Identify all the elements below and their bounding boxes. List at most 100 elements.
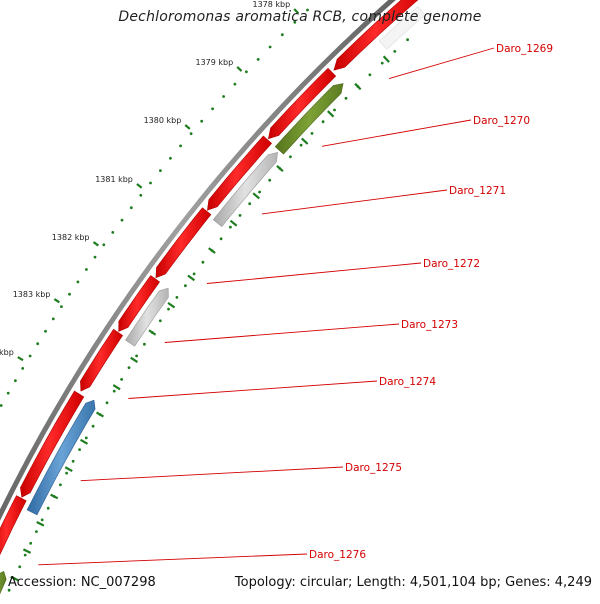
gene-label-daro-1269[interactable]: Daro_1269 <box>496 43 553 55</box>
gc-dot <box>29 541 33 545</box>
reverse-cds-arrow[interactable] <box>26 399 96 516</box>
gc-dot <box>149 181 152 185</box>
forward-cds-arrow[interactable] <box>20 390 85 498</box>
gc-dash <box>327 110 335 118</box>
gene-leader-line <box>261 189 448 215</box>
gc-dot <box>192 272 196 276</box>
forward-cds-arrow[interactable] <box>207 135 273 211</box>
gc-dash <box>112 384 121 391</box>
gc-dot <box>18 565 22 569</box>
kbp-tick-label: 1378 kbp <box>252 0 290 9</box>
kbp-tick <box>92 241 100 247</box>
gc-dot <box>179 144 183 148</box>
reverse-cds-track <box>0 6 426 600</box>
gc-dash <box>64 466 73 473</box>
forward-cds-arrow[interactable] <box>155 207 212 279</box>
forward-cds-arrow[interactable] <box>80 328 124 392</box>
forward-cds-track <box>0 0 426 560</box>
gene-label-daro-1272[interactable]: Daro_1272 <box>423 258 480 270</box>
gene-label-daro-1270[interactable]: Daro_1270 <box>473 115 530 127</box>
gc-skew-track <box>0 8 409 604</box>
gc-dot <box>111 231 115 234</box>
gc-dot <box>68 292 71 296</box>
gc-dot <box>293 20 297 24</box>
gc-dot <box>299 143 303 147</box>
reverse-cds-arrow[interactable] <box>125 287 169 347</box>
gc-dot <box>344 96 348 100</box>
reverse-cds-arrow[interactable] <box>274 83 344 155</box>
gc-dot <box>78 448 81 451</box>
gc-dash <box>148 329 157 336</box>
gc-dash <box>208 247 216 254</box>
gc-dash <box>10 575 19 582</box>
gc-dot <box>248 202 252 206</box>
gc-dot <box>321 120 325 124</box>
kbp-tick <box>293 8 300 15</box>
gc-dot <box>112 389 116 393</box>
gc-dot <box>6 391 10 395</box>
gc-dot <box>135 354 139 358</box>
gc-dash <box>95 411 104 418</box>
gc-dash <box>36 521 45 527</box>
forward-cds-arrow[interactable] <box>118 275 161 332</box>
gc-dot <box>7 588 11 592</box>
gene-label-daro-1271[interactable]: Daro_1271 <box>449 185 506 197</box>
gc-dot <box>268 178 272 182</box>
kbp-tick-label: 1382 kbp <box>52 233 90 242</box>
gc-dot <box>127 366 131 369</box>
gc-dot <box>59 483 62 487</box>
gc-dash <box>252 192 261 200</box>
gc-dot <box>233 82 237 86</box>
kbp-tick-label: 1383 kbp <box>13 290 51 299</box>
gc-dot <box>258 190 261 194</box>
gc-dot <box>0 404 3 407</box>
forward-cds-arrow[interactable] <box>333 0 426 71</box>
kbp-tick <box>53 298 60 304</box>
gc-dot <box>219 237 223 241</box>
gc-dash <box>167 301 176 309</box>
gc-dot <box>84 436 88 440</box>
gc-dot <box>85 268 88 271</box>
gc-dot <box>65 471 68 475</box>
gene-leader-line <box>164 323 400 343</box>
accession-text: Accession: NC_007298 <box>8 575 156 590</box>
gene-label-daro-1275[interactable]: Daro_1275 <box>345 462 402 474</box>
kbp-tick-label: 1379 kbp <box>195 58 233 67</box>
gc-dot <box>175 296 179 299</box>
kbp-tick-label: 1384 kbp <box>0 348 14 357</box>
kbp-tick <box>236 66 243 72</box>
gc-dash <box>354 82 362 91</box>
gc-dot <box>189 132 193 136</box>
gc-dash <box>187 274 196 282</box>
forward-cds-arrow[interactable] <box>0 495 27 560</box>
gc-dot <box>268 45 272 49</box>
kbp-tick-marks: 1378 kbp 1379 kbp 1380 kbp 1381 kbp 1382 kbp… <box>0 0 300 362</box>
gc-dot <box>169 156 172 160</box>
gc-dash <box>130 356 139 363</box>
gc-dot <box>129 206 133 210</box>
gene-label-group: Daro_1269 Daro_1270 Daro_1271 Daro_1272 Daro… <box>38 43 553 566</box>
kbp-tick <box>17 356 24 362</box>
kbp-tick <box>136 183 143 189</box>
reverse-cds-arrow[interactable] <box>0 570 7 600</box>
gc-dot <box>280 33 284 37</box>
gc-dot <box>76 280 80 284</box>
gc-dot <box>229 225 232 229</box>
gc-dash <box>229 219 238 227</box>
gc-dot <box>143 342 146 346</box>
gc-dot <box>40 518 44 522</box>
gc-dot <box>71 459 75 463</box>
gc-dot <box>310 132 314 135</box>
kbp-tick <box>184 124 191 130</box>
reverse-cds-arrow[interactable] <box>212 152 278 228</box>
forward-cds-arrow[interactable] <box>268 67 337 140</box>
gc-dot <box>105 401 109 405</box>
gene-label-daro-1274[interactable]: Daro_1274 <box>379 376 436 388</box>
gc-dot <box>158 319 162 323</box>
gene-label-daro-1276[interactable]: Daro_1276 <box>309 549 366 561</box>
gc-dot <box>333 108 336 112</box>
gc-dot <box>289 155 292 159</box>
reverse-cds-arrow[interactable] <box>378 6 426 50</box>
gene-label-daro-1273[interactable]: Daro_1273 <box>401 319 458 331</box>
